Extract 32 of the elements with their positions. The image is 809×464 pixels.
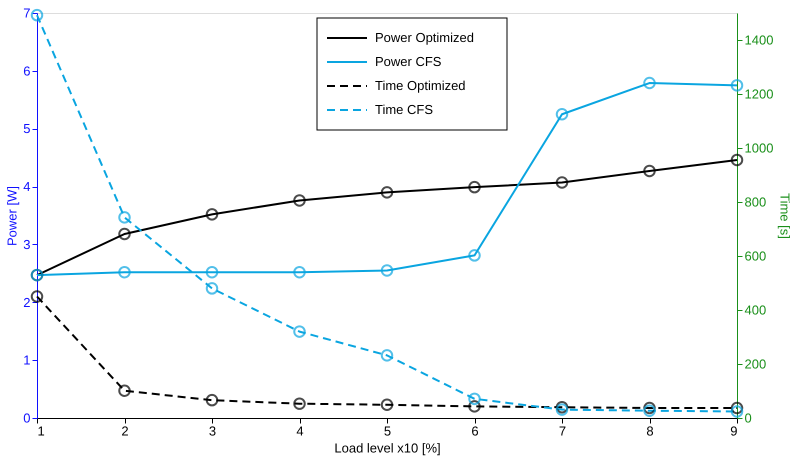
y2-tick-label: 200 (744, 356, 766, 372)
y-tick-label: 7 (23, 6, 30, 20)
y-tick-label: 3 (23, 236, 30, 252)
y-tick-label: 0 (23, 410, 30, 426)
x-axis-title: Load level x10 [%] (334, 440, 441, 456)
y-tick-label: 2 (23, 294, 30, 310)
y-tick-label: 4 (23, 179, 30, 194)
x-tick-label: 1 (38, 424, 45, 438)
x-tick-label: 3 (208, 424, 216, 438)
x-tick-label: 5 (384, 424, 392, 438)
y2-tick-label: 600 (744, 248, 766, 264)
y-tick-label: 6 (23, 63, 30, 78)
x-tick-label: 4 (296, 424, 304, 438)
y2-tick-label: 1200 (744, 86, 774, 102)
x-tick-label: 8 (646, 424, 654, 438)
x-tick-label: 7 (558, 424, 566, 438)
x-tick-label: 9 (730, 424, 738, 438)
legend-label: Power CFS (375, 54, 442, 69)
y2-tick-label: 1000 (744, 140, 774, 156)
y2-tick-label: 1400 (744, 32, 774, 48)
y2-tick-label: 0 (744, 410, 752, 426)
y-tick-label: 5 (23, 121, 30, 136)
x-tick-label: 2 (121, 424, 129, 438)
y-axis-title: Power [W] (4, 186, 20, 246)
y2-tick-label: 800 (744, 194, 766, 210)
legend-label: Time Optimized (375, 78, 466, 93)
y2-tick-label: 400 (744, 302, 766, 318)
legend-label: Power Optimized (375, 30, 474, 45)
y2-axis-title: Time [s] (777, 193, 792, 239)
y-tick-label: 1 (23, 352, 30, 368)
legend-label: Time CFS (375, 102, 434, 117)
x-tick-label: 6 (471, 424, 479, 438)
